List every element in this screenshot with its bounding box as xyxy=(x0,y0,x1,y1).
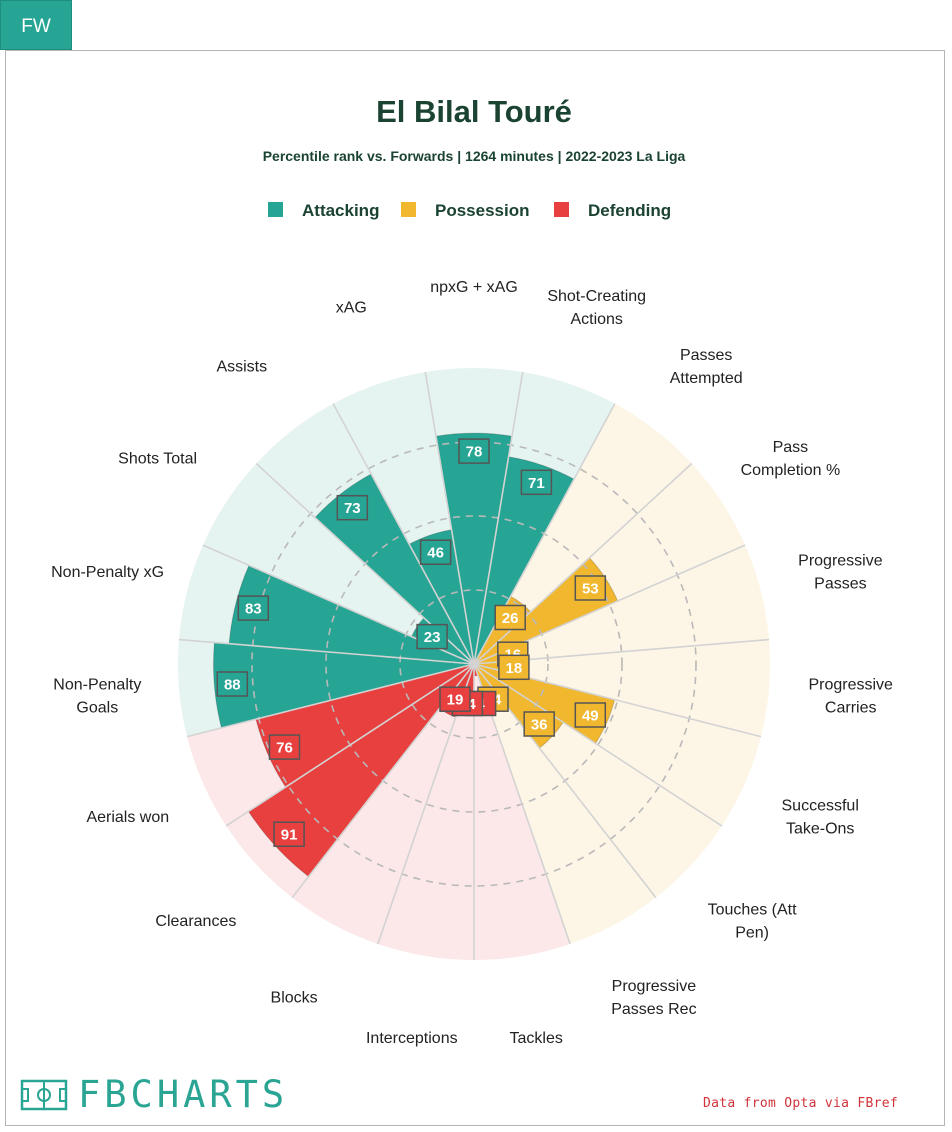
category-label: Progressive Passes xyxy=(798,553,883,593)
category-label: Pass Completion % xyxy=(741,439,841,479)
value-label: 19 xyxy=(439,686,471,712)
category-label: Touches (Att Pen) xyxy=(708,902,797,942)
category-label: Progressive Carries xyxy=(808,677,893,717)
svg-text:49: 49 xyxy=(582,708,599,725)
data-credit: Data from Opta via FBref xyxy=(703,1096,899,1111)
chart-subtitle: Percentile rank vs. Forwards | 1264 minu… xyxy=(263,148,686,164)
legend: Attacking Possession Defending xyxy=(268,201,671,220)
svg-text:23: 23 xyxy=(424,629,441,646)
sector-background xyxy=(377,664,474,960)
category-label: Clearances xyxy=(155,913,236,930)
value-label: 76 xyxy=(268,734,301,760)
sector-background xyxy=(202,463,474,664)
pitch-icon xyxy=(20,1079,68,1111)
svg-text:91: 91 xyxy=(281,827,298,844)
grid-spoke xyxy=(473,663,723,827)
legend-swatch-attacking xyxy=(268,202,283,217)
sector-background xyxy=(474,664,656,944)
value-label: 49 xyxy=(574,702,607,728)
value-label: 71 xyxy=(520,469,553,496)
value-label: 23 xyxy=(416,623,448,650)
sector-background xyxy=(292,664,474,944)
value-label: 18 xyxy=(498,654,530,681)
grid-spoke xyxy=(473,462,693,665)
category-label: Aerials won xyxy=(86,809,169,826)
value-label: 91 xyxy=(273,821,305,847)
svg-text:46: 46 xyxy=(427,545,444,562)
svg-text:71: 71 xyxy=(528,475,545,492)
category-label: Blocks xyxy=(271,989,318,1006)
value-label: 73 xyxy=(336,494,369,521)
category-label: Successful Take-Ons xyxy=(782,797,859,837)
legend-swatch-possession xyxy=(401,202,416,217)
grid-ring xyxy=(399,589,549,739)
grid-spoke xyxy=(473,371,524,665)
value-labels: 7871265316184936144141991768883237346 xyxy=(216,438,607,847)
grid-spoke xyxy=(332,403,475,665)
value-label: 53 xyxy=(574,575,607,601)
grid-spoke xyxy=(186,663,475,738)
category-labels: npxG + xAG Shot-Creating Actions Passes Atte… xyxy=(51,279,893,1047)
svg-text:26: 26 xyxy=(502,610,519,627)
position-tab[interactable]: FW xyxy=(0,0,72,50)
grid-spoke xyxy=(424,371,475,665)
sector-background xyxy=(474,545,769,664)
category-label: xAG xyxy=(336,300,367,317)
svg-text:73: 73 xyxy=(344,500,361,517)
value-label: 83 xyxy=(237,595,270,621)
legend-label-possession: Possession xyxy=(435,201,530,220)
value-label: 78 xyxy=(458,438,490,464)
svg-text:36: 36 xyxy=(531,717,548,734)
value-label: 36 xyxy=(523,711,555,737)
grid-spoke xyxy=(178,638,475,665)
sector-background xyxy=(474,403,692,664)
category-label: Interceptions xyxy=(366,1030,458,1047)
svg-text:18: 18 xyxy=(506,660,523,677)
category-label: Shots Total xyxy=(118,450,197,467)
value-label: 88 xyxy=(216,671,249,697)
legend-label-defending: Defending xyxy=(588,201,671,220)
category-label: Progressive Passes Rec xyxy=(611,978,696,1018)
sector-background xyxy=(474,664,571,960)
svg-text:83: 83 xyxy=(245,601,262,618)
legend-swatch-defending xyxy=(554,202,569,217)
fbcharts-logo: FBCHARTS xyxy=(20,1075,284,1115)
value-label: 26 xyxy=(494,604,526,631)
svg-text:53: 53 xyxy=(582,581,599,598)
chart-title: El Bilal Touré xyxy=(376,94,572,129)
category-label: Shot-Creating Actions xyxy=(547,288,646,328)
category-label: npxG + xAG xyxy=(430,279,518,296)
grid-spoke xyxy=(225,663,475,827)
category-label: Tackles xyxy=(510,1030,563,1047)
category-label: Non-Penalty Goals xyxy=(53,677,141,717)
svg-text:78: 78 xyxy=(466,444,483,461)
svg-text:19: 19 xyxy=(447,692,464,709)
svg-text:76: 76 xyxy=(276,740,293,757)
grid-ring xyxy=(325,515,623,813)
legend-label-attacking: Attacking xyxy=(302,201,379,220)
svg-text:88: 88 xyxy=(224,677,241,694)
category-label: Non-Penalty xG xyxy=(51,564,164,581)
value-label: 46 xyxy=(419,539,452,565)
logo-text: FBCHARTS xyxy=(78,1073,289,1116)
category-label: Passes Attempted xyxy=(670,347,743,387)
category-label: Assists xyxy=(216,359,267,376)
